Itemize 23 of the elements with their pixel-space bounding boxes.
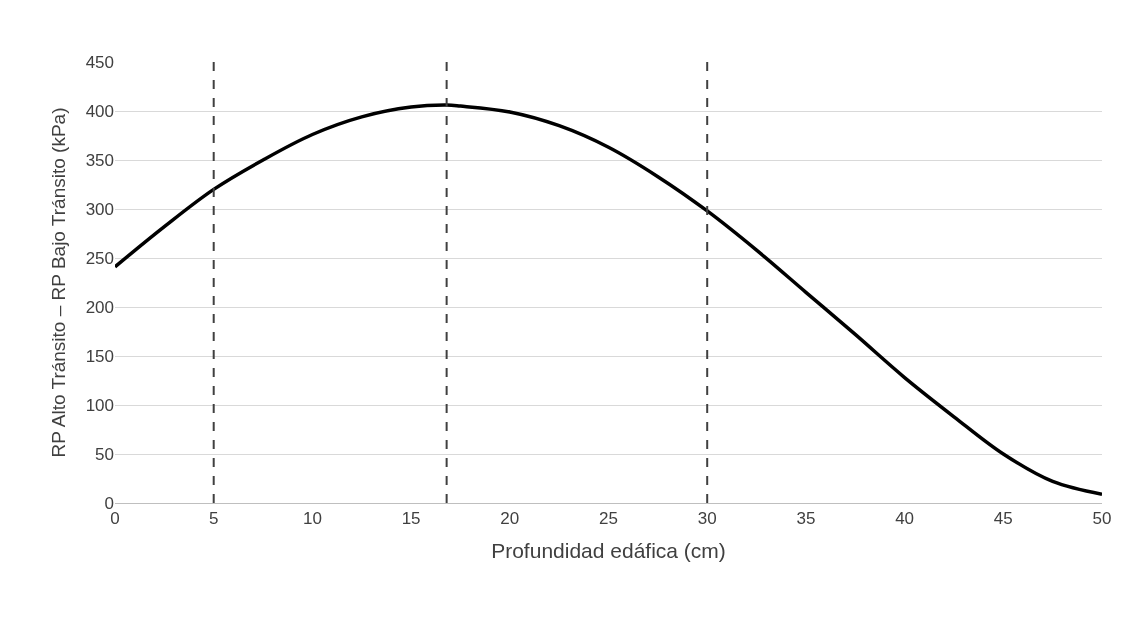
y-tick-label: 0 — [104, 493, 114, 513]
y-axis-title: RP Alto Tránsito – RP Bajo Tránsito (kPa) — [48, 107, 70, 458]
y-tick-label: 350 — [85, 150, 114, 170]
x-tick-label: 50 — [1092, 509, 1112, 529]
y-tick-label: 200 — [85, 297, 114, 317]
x-tick-label: 40 — [895, 509, 915, 529]
y-tick-label: 100 — [85, 395, 114, 415]
x-tick-label: 45 — [993, 509, 1013, 529]
x-tick-label: 20 — [500, 509, 520, 529]
y-tick-label: 400 — [85, 101, 114, 121]
x-axis-title: Profundidad edáfica (cm) — [491, 538, 726, 562]
y-tick-label: 300 — [85, 199, 114, 219]
x-tick-label: 15 — [401, 509, 421, 529]
line-series — [115, 103, 1102, 496]
x-tick-label: 5 — [208, 509, 219, 529]
x-tick-label: 30 — [697, 509, 717, 529]
x-tick-label: 35 — [796, 509, 816, 529]
y-tick-label: 450 — [85, 52, 114, 72]
y-tick-label: 250 — [85, 248, 114, 268]
x-tick-label: 10 — [302, 509, 322, 529]
x-tick-label: 25 — [599, 509, 618, 529]
y-tick-label: 150 — [85, 346, 114, 366]
y-tick-label: 50 — [95, 444, 114, 464]
